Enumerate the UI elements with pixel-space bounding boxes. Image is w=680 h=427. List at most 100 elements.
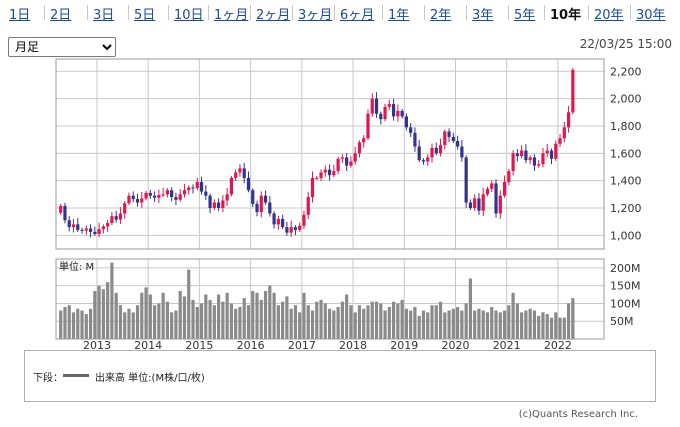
volume-bar [101,289,105,339]
volume-bar [477,308,481,339]
price-tick-label: 2,200 [610,65,642,78]
candle-body [88,228,93,232]
tab-1[interactable]: 1日 [9,8,31,23]
tab-6[interactable]: 1ヶ月 [214,8,249,23]
candle-body [545,150,549,154]
volume-bar [182,296,187,339]
period-tabs: 1日 2日 3日 5日 10日 1ヶ月 2ヶ月 3ヶ月 6ヶ月 1年 2年 3年 5年 10年 20年 30年 [0,0,680,24]
volume-bar [225,292,229,339]
volume-bar [59,310,63,339]
tab-15[interactable]: 20年 [594,8,624,23]
candle-body [421,160,426,162]
candle-body [251,190,255,204]
tab-separator [250,5,251,20]
candle-body [161,194,165,196]
volume-bar [340,301,344,339]
volume-bar [229,303,234,339]
tab-10[interactable]: 1年 [388,8,410,23]
price-tick-label: 1,600 [610,147,642,160]
candle-body [165,190,169,195]
volume-bar [263,291,268,339]
volume-legend-swatch [63,374,89,377]
tab-7[interactable]: 2ヶ月 [256,8,291,23]
volume-bar [298,312,302,339]
candle-body [114,216,118,220]
tab-12[interactable]: 3年 [472,8,494,23]
volume-bar [187,269,191,339]
tab-3[interactable]: 3日 [93,8,115,23]
volume-bar [460,310,464,339]
tab-14[interactable]: 10年 [550,8,582,23]
tab-11[interactable]: 2年 [430,8,452,23]
candle-body [490,183,494,189]
volume-bar [281,301,285,339]
candle-body [246,177,251,191]
volume-bar [289,308,293,339]
candle-body [409,127,413,133]
tab-separator [292,5,293,20]
candle-body [481,194,485,211]
price-panel-frame [55,58,605,250]
tab-13[interactable]: 5年 [514,8,536,23]
candle-body [131,195,135,200]
candle-body [212,202,216,208]
candle-body [293,227,298,230]
volume-bar [315,301,319,339]
candle-body [502,182,507,196]
volume-bar [357,305,362,339]
volume-bar [456,307,460,339]
candle-body [238,168,242,173]
volume-bar [319,299,323,339]
candle-body [71,224,76,228]
stock-chart: 1,000 1,200 1,400 1,600 1,800 2,000 2,200 50M 1… [55,58,642,350]
candle-body [332,171,336,176]
candle-body [438,145,443,154]
candle-body [93,231,97,234]
candle-body [281,218,285,228]
volume-bar [114,292,118,339]
candle-body [464,157,468,203]
candle-body [383,106,387,120]
tab-9[interactable]: 6ヶ月 [340,8,375,23]
candle-body [473,198,477,208]
candle-body [97,229,101,234]
candle-body [387,104,391,107]
candle-body [353,153,357,162]
candle-body [507,171,511,183]
volume-bar [178,291,182,339]
volume-bar [310,310,315,339]
volume-bar [170,312,174,339]
volume-bar [293,305,298,339]
volume-bar [148,294,152,339]
candle-body [67,220,71,228]
candle-body [298,225,302,230]
year-tick-label: 2015 [185,339,213,350]
candle-body [310,177,315,198]
candle-body [498,195,502,214]
candle-body [443,131,447,146]
tab-8[interactable]: 3ヶ月 [298,8,333,23]
copyright: (c)Quants Research Inc. [518,409,638,420]
volume-bar [566,303,571,339]
volume-bar [494,310,498,339]
volume-bar [199,303,204,339]
volume-bar [144,287,148,339]
tab-16[interactable]: 30年 [636,8,666,23]
volume-bar [473,310,477,339]
candle-body [140,198,144,203]
volume-y-axis: 50M 100M 150M 200M [610,262,641,328]
candle-body [400,110,404,117]
tab-2[interactable]: 2日 [50,8,72,23]
volume-bar [208,299,212,339]
volume-bar [379,303,383,339]
candle-body [306,197,310,215]
candle-body [144,192,148,199]
volume-tick-label: 200M [610,262,641,275]
tab-separator [508,5,509,20]
period-select[interactable]: 月足 [8,37,116,57]
volume-bar [67,305,71,339]
tab-4[interactable]: 5日 [134,8,156,23]
candle-body [195,182,199,189]
tab-5[interactable]: 10日 [174,8,204,23]
candle-body [101,226,105,230]
